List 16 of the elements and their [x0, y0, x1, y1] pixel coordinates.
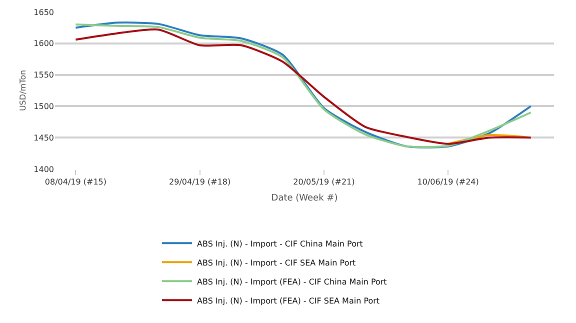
- y-tick-label: 1500: [34, 102, 54, 111]
- y-tick-label: 1600: [34, 39, 54, 48]
- y-axis-title: USD/mTon: [18, 70, 28, 112]
- y-tick-label: 1450: [34, 133, 54, 142]
- y-tick-label: 1550: [34, 70, 54, 80]
- x-axis-title: Date (Week #): [271, 193, 338, 204]
- legend-label: ABS Inj. (N) - Import (FEA) - CIF SEA Main Port: [197, 296, 380, 306]
- y-tick-label: 1650: [34, 8, 54, 17]
- legend-label: ABS Inj. (N) - Import (FEA) - CIF China Main Port: [197, 277, 387, 286]
- x-tick-label: 08/04/19 (#15): [44, 178, 106, 187]
- x-tick-label: 20/05/19 (#21): [293, 178, 355, 187]
- y-tick-label: 1400: [34, 164, 54, 174]
- x-tick-label: 29/04/19 (#18): [169, 178, 231, 187]
- legend-label: ABS Inj. (N) - Import - CIF China Main Port: [197, 239, 363, 248]
- legend-label: ABS Inj. (N) - Import - CIF SEA Main Port: [197, 258, 356, 268]
- x-tick-label: 10/06/19 (#24): [417, 178, 479, 187]
